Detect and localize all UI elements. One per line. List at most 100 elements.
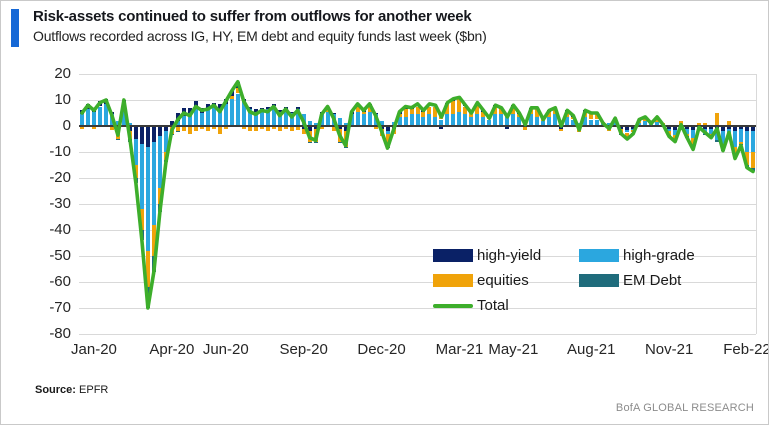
bar-segment-equities	[703, 123, 708, 126]
bar-segment-high-yield	[301, 126, 306, 129]
bar-segment-equities	[499, 109, 504, 115]
bar-segment-high-grade	[193, 109, 198, 125]
bar-segment-high-grade	[127, 123, 132, 126]
bar-segment-high-yield	[343, 126, 348, 132]
bar-segment-equities	[403, 109, 408, 117]
bar-segment-equities	[151, 224, 156, 256]
bar-segment-high-grade	[211, 106, 216, 125]
bar-segment-high-grade	[643, 120, 648, 125]
bar-segment-high-yield	[337, 126, 342, 129]
bar-segment-equities	[295, 126, 300, 130]
bar-segment-high-yield	[313, 126, 318, 129]
bar-segment-high-yield	[265, 106, 270, 110]
bar-segment-high-grade	[79, 114, 84, 125]
bar-segment-equities	[715, 113, 720, 126]
bar-segment-high-grade	[511, 114, 516, 125]
bar-segment-high-grade	[259, 109, 264, 125]
y-tick-label: 0	[62, 117, 71, 134]
bar-segment-equities	[331, 126, 336, 132]
bar-segment-high-grade	[313, 123, 318, 126]
bar-segment-high-yield	[151, 126, 156, 142]
bar-segment-high-grade	[589, 119, 594, 125]
bar-segment-high-yield	[667, 126, 672, 129]
x-tick-label: Dec-20	[357, 341, 406, 358]
legend-swatch	[433, 249, 473, 262]
bar-segment-equities	[373, 126, 378, 129]
bar-segment-EM Debt	[175, 131, 180, 133]
bar-segment-high-grade	[397, 116, 402, 125]
x-tick-label: Nov-21	[644, 341, 694, 358]
bar-segment-high-grade	[595, 119, 600, 125]
bar-segment-high-grade	[253, 111, 258, 125]
bar-segment-high-yield	[505, 126, 510, 129]
legend-line-swatch	[433, 303, 473, 308]
bar-segment-high-yield	[631, 126, 636, 129]
bar-segment-equities	[523, 127, 528, 130]
bar-segment-high-grade	[499, 114, 504, 125]
bar-segment-high-yield	[331, 113, 336, 115]
bar-segment-equities	[589, 114, 594, 120]
bar-segment-high-grade	[433, 116, 438, 125]
bar-segment-equities	[433, 106, 438, 117]
bar-segment-equities	[427, 106, 432, 115]
bar-segment-equities	[277, 126, 282, 132]
bar-segment-equities	[367, 106, 372, 112]
bar-segment-equities	[289, 126, 294, 132]
bar-segment-high-grade	[163, 131, 168, 152]
bar-segment-high-yield	[277, 110, 282, 112]
bar-segment-high-grade	[391, 122, 396, 125]
bar-segment-high-grade	[103, 103, 108, 125]
bar-segment-equities	[217, 126, 222, 134]
bar-segment-equities	[481, 111, 486, 117]
bar-segment-EM Debt	[313, 141, 318, 143]
bar-segment-high-yield	[751, 126, 755, 132]
bar-segment-high-grade	[427, 114, 432, 125]
x-tick-label: Jan-20	[71, 341, 117, 358]
source-label: Source:	[35, 384, 76, 396]
bar-segment-high-grade	[283, 109, 288, 125]
bar-segment-equities	[91, 126, 96, 129]
bar-segment-high-grade	[685, 128, 690, 134]
bar-segment-equities	[625, 132, 630, 138]
bar-segment-equities	[205, 126, 210, 132]
bar-segment-high-grade	[217, 109, 222, 125]
bar-segment-high-yield	[733, 126, 738, 132]
legend-item-EM Debt: EM Debt	[579, 272, 739, 289]
y-tick-label: -40	[49, 221, 71, 238]
bar-segment-high-grade	[463, 114, 468, 125]
legend-label: high-yield	[477, 247, 542, 264]
bar-segment-equities	[385, 133, 390, 147]
bar-segment-equities	[187, 126, 192, 134]
y-tick-label: -30	[49, 195, 71, 212]
bar-segment-equities	[265, 126, 270, 132]
gridline	[79, 334, 756, 335]
bar-segment-high-yield	[259, 107, 264, 110]
y-tick-label: -10	[49, 143, 71, 160]
bar-segment-equities	[355, 106, 360, 112]
bar-segment-equities	[235, 88, 240, 94]
bar-segment-equities	[241, 126, 246, 129]
bar-segment-equities	[199, 126, 204, 129]
bar-segment-high-grade	[229, 98, 234, 125]
bar-segment-high-grade	[709, 128, 714, 134]
bar-segment-high-grade	[199, 113, 204, 126]
bar-segment-EM Debt	[343, 146, 348, 149]
bar-segment-high-grade	[157, 136, 162, 189]
bar-segment-equities	[181, 126, 186, 132]
bar-segment-high-yield	[727, 126, 732, 129]
bar-segment-high-grade	[481, 116, 486, 125]
bar-segment-high-yield	[721, 126, 726, 132]
bar-segment-high-yield	[145, 126, 150, 147]
bar-segment-high-yield	[169, 120, 174, 126]
bar-segment-equities	[139, 209, 144, 230]
bar-segment-high-grade	[325, 111, 330, 125]
bar-segment-equities	[445, 103, 450, 115]
bar-segment-high-yield	[673, 126, 678, 130]
x-tick-label: Sep-20	[279, 341, 328, 358]
legend-label: equities	[477, 272, 529, 289]
gridline	[79, 204, 756, 205]
bar-segment-high-grade	[265, 109, 270, 125]
bar-segment-high-yield	[253, 109, 258, 112]
legend-label: high-grade	[623, 247, 695, 264]
